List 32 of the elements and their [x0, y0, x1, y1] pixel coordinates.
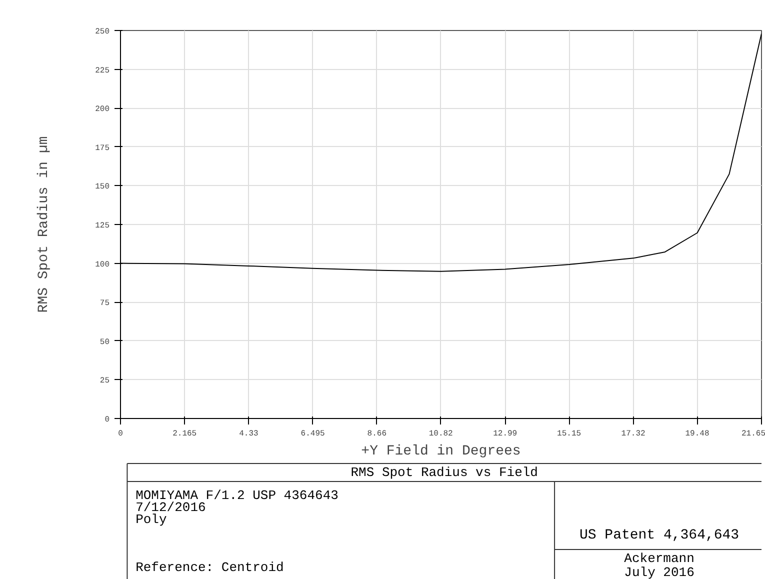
y-tick-label: 200: [95, 105, 110, 114]
y-tick-label: 150: [95, 182, 110, 192]
y-tick-label: 50: [100, 338, 110, 347]
text: RMS Spot Radius vs Field: [350, 465, 538, 480]
x-tick-label: 6.495: [300, 430, 325, 438]
y-tick-label: 25: [100, 376, 110, 386]
text: US Patent 4,364,643: [579, 528, 740, 544]
x-tick-label: 15.15: [557, 430, 582, 438]
text: MOMIYAMA F/1.2 USP 4364643: [136, 488, 338, 503]
x-tick-label: 10.82: [428, 430, 454, 438]
x-tick-label: 21.65: [741, 430, 765, 438]
x-tick-label: 17.32: [621, 430, 646, 438]
x-tick-label: 0: [118, 430, 124, 438]
x-tick-label: 12.99: [493, 430, 518, 438]
y-axis-title: RMS Spot Radius in µm: [36, 136, 52, 313]
text: Poly: [136, 512, 167, 527]
x-tick-label: 8.66: [367, 430, 387, 438]
x-tick-label: 19.48: [685, 430, 710, 438]
x-tick-label: 2.165: [172, 430, 197, 438]
y-tick-label: 75: [100, 299, 110, 308]
x-axis-title: +Y Field in Degrees: [361, 444, 521, 460]
text: Ackermann: [624, 551, 694, 566]
y-tick-label: 0: [104, 416, 110, 424]
y-tick-label: 225: [95, 66, 110, 76]
text: 7/12/2016: [136, 500, 206, 515]
text: July 2016: [624, 565, 694, 579]
x-tick-label: 4.33: [239, 430, 258, 438]
y-tick-label: 250: [95, 28, 110, 36]
y-tick-label: 125: [95, 222, 110, 230]
y-tick-label: 100: [95, 260, 110, 270]
y-tick-label: 175: [95, 144, 110, 153]
text: Reference: Centroid: [136, 560, 284, 575]
